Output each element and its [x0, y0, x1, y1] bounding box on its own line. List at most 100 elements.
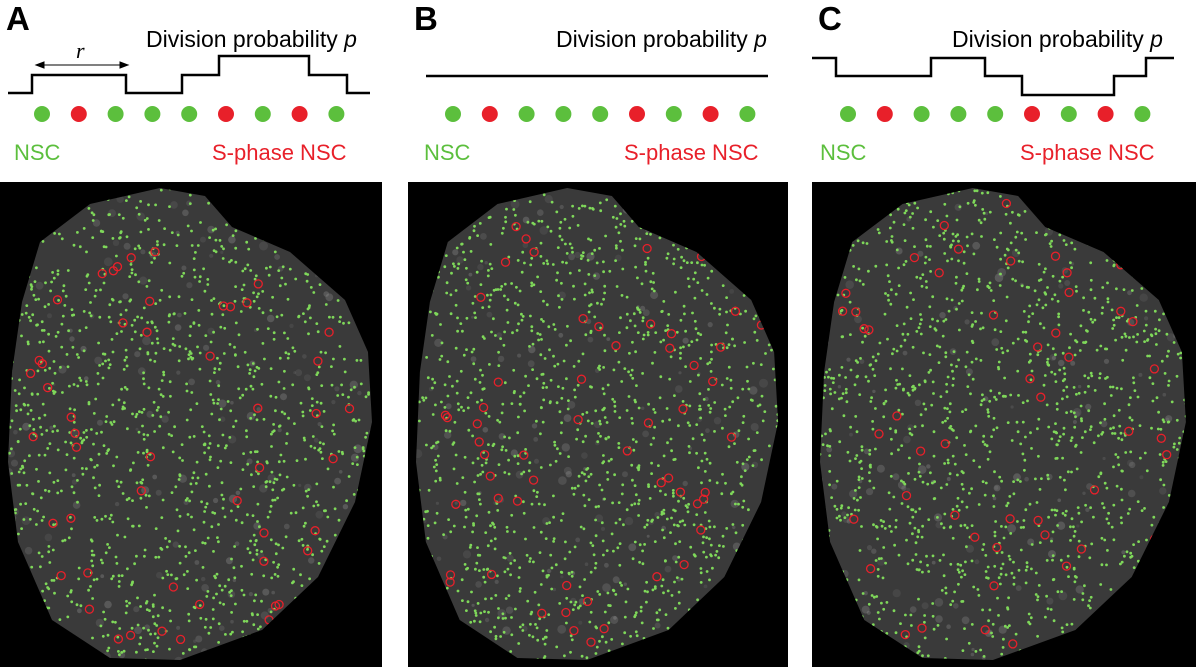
nsc-marker	[506, 567, 510, 571]
nsc-marker	[630, 368, 634, 372]
nsc-marker	[453, 641, 457, 644]
nsc-marker	[312, 504, 316, 508]
nsc-marker	[100, 430, 103, 434]
nsc-marker	[587, 310, 591, 314]
tissue-texture	[280, 393, 287, 401]
nsc-marker	[621, 267, 625, 271]
nsc-marker	[782, 584, 785, 587]
nsc-marker	[162, 373, 166, 377]
tissue-texture	[931, 188, 939, 196]
tissue-texture	[1184, 197, 1186, 202]
nsc-marker	[780, 640, 783, 643]
nsc-marker	[37, 480, 40, 483]
nsc-marker	[261, 290, 265, 293]
tissue-texture	[1076, 524, 1080, 528]
nsc-marker	[876, 568, 880, 571]
nsc-marker	[47, 489, 51, 493]
nsc-marker	[425, 657, 429, 660]
nsc-marker	[62, 284, 66, 288]
nsc-marker	[85, 429, 88, 432]
nsc-marker	[708, 182, 711, 185]
nsc-marker	[1191, 498, 1194, 501]
nsc-marker	[188, 193, 192, 197]
nsc-marker	[579, 257, 583, 260]
nsc-marker	[86, 651, 90, 655]
nsc-marker	[168, 647, 171, 651]
nsc-marker	[993, 534, 997, 538]
nsc-marker	[860, 477, 864, 480]
nsc-marker	[713, 525, 716, 529]
tissue-texture	[468, 272, 473, 277]
nsc-marker	[713, 188, 716, 191]
tissue-texture	[1102, 456, 1106, 461]
tissue-texture	[104, 600, 112, 609]
nsc-marker	[945, 483, 949, 486]
tissue-texture	[1070, 360, 1076, 366]
nsc-marker	[99, 624, 103, 628]
nsc-marker	[844, 376, 847, 379]
tissue-texture	[140, 249, 146, 255]
tissue-texture	[368, 620, 372, 626]
nsc-marker	[280, 313, 284, 317]
nsc-marker	[560, 421, 563, 425]
nsc-marker	[339, 315, 342, 319]
nsc-marker	[1137, 196, 1140, 200]
tissue-texture	[484, 617, 490, 623]
nsc-marker	[773, 378, 777, 382]
nsc-marker	[40, 555, 44, 558]
nsc-marker	[273, 655, 277, 659]
nsc-marker	[654, 331, 658, 334]
tissue-texture	[994, 273, 1004, 282]
nsc-marker	[439, 211, 443, 215]
sphase-nsc-marker	[108, 266, 119, 276]
nsc-marker	[486, 567, 490, 571]
nsc-marker	[868, 200, 872, 204]
nsc-marker	[416, 245, 418, 249]
nsc-marker	[958, 205, 962, 209]
nsc-marker	[951, 239, 955, 243]
nsc-marker	[71, 345, 75, 349]
tissue-texture	[675, 385, 683, 393]
nsc-marker	[915, 330, 919, 333]
nsc-marker	[762, 223, 766, 227]
nsc-marker	[1038, 488, 1042, 491]
nsc-marker	[142, 377, 145, 381]
nsc-marker	[273, 188, 277, 191]
nsc-marker	[363, 641, 366, 645]
tissue-texture	[1165, 415, 1173, 423]
nsc-marker	[212, 330, 216, 334]
nsc-marker	[714, 553, 717, 557]
tissue-texture	[470, 356, 477, 362]
nsc-marker	[52, 480, 56, 484]
nsc-marker	[664, 329, 667, 332]
nsc-marker	[1088, 637, 1092, 641]
nsc-dot	[739, 106, 756, 122]
nsc-marker	[773, 208, 777, 212]
sphase-nsc-marker	[689, 360, 699, 371]
nsc-marker	[22, 518, 26, 521]
nsc-marker	[1183, 529, 1186, 533]
nsc-marker	[355, 286, 359, 290]
tissue-texture	[506, 554, 514, 562]
nsc-marker	[180, 274, 184, 278]
nsc-marker	[529, 612, 533, 616]
nsc-marker	[218, 239, 222, 242]
nsc-marker	[170, 434, 174, 437]
nsc-marker	[434, 613, 438, 617]
nsc-marker	[157, 219, 161, 222]
nsc-marker	[634, 265, 637, 269]
nsc-marker	[475, 270, 479, 274]
nsc-marker	[929, 245, 932, 248]
tissue-texture	[498, 433, 506, 440]
nsc-marker	[139, 659, 143, 660]
nsc-marker	[755, 239, 759, 242]
nsc-marker	[99, 558, 103, 562]
tissue-texture	[997, 268, 1007, 277]
nsc-marker	[332, 485, 335, 489]
nsc-marker	[1072, 411, 1076, 415]
nsc-marker	[542, 193, 546, 197]
nsc-marker	[300, 231, 303, 235]
nsc-marker	[286, 205, 290, 209]
nsc-marker	[625, 409, 629, 412]
nsc-marker	[828, 653, 831, 656]
